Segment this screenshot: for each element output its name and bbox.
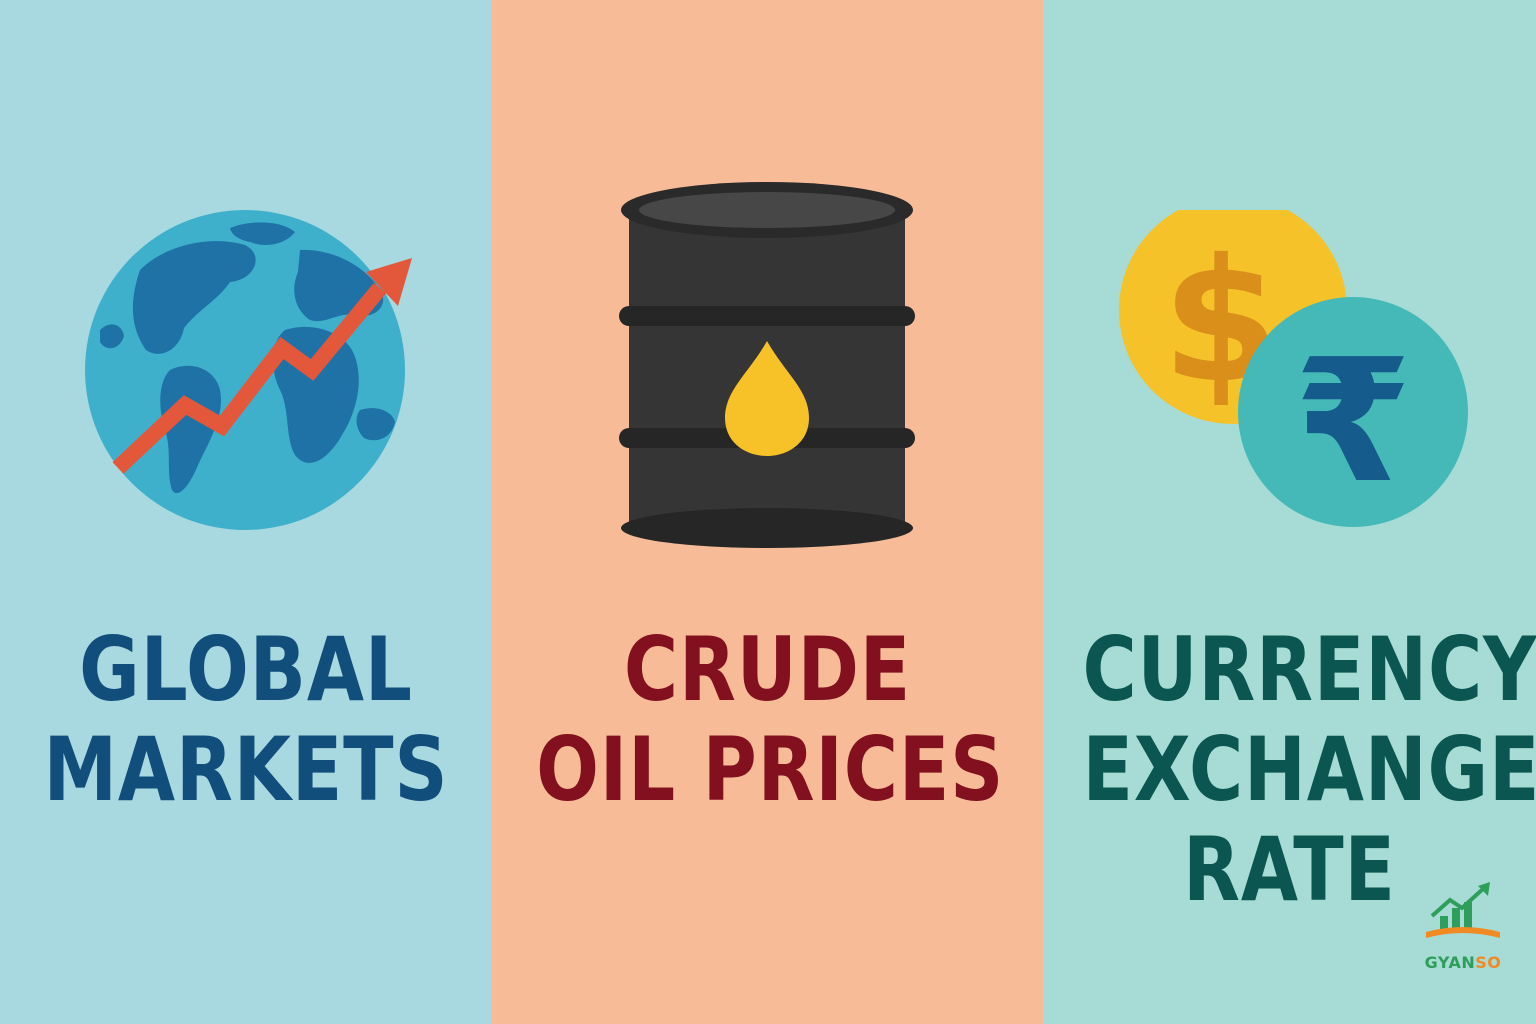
gyanso-logo: GYANSO: [1418, 882, 1508, 972]
logo-text-part2: SO: [1475, 953, 1502, 972]
global-markets-title: GLOBAL MARKETS: [39, 620, 452, 820]
globe-with-rising-arrow-icon: [80, 210, 430, 540]
title-line: RATE: [1183, 818, 1396, 921]
logo-wordmark: GYANSO: [1418, 953, 1508, 972]
title-line: GLOBAL: [79, 618, 413, 721]
rupee-symbol: ₹: [1294, 323, 1412, 521]
currency-title: CURRENCY EXCHANGE RATE: [1082, 618, 1536, 921]
title-line: EXCHANGE: [1082, 718, 1536, 821]
oil-barrel-icon: [617, 178, 917, 553]
panel-crude-oil: CRUDE OIL PRICES: [492, 0, 1043, 1024]
panel-global-markets: GLOBAL MARKETS: [0, 0, 492, 1024]
title-line: MARKETS: [43, 718, 449, 821]
title-line: CURRENCY: [1082, 618, 1536, 721]
growth-book-logo-icon: [1426, 882, 1500, 938]
title-line: OIL PRICES: [536, 718, 1005, 821]
panel-currency: $ ₹ CURRENCY EXCHANGE RATE GYANSO: [1043, 0, 1536, 1024]
logo-text-part1: GYAN: [1424, 953, 1476, 972]
dollar-rupee-coins-icon: $ ₹: [1113, 196, 1473, 535]
crude-oil-title: CRUDE OIL PRICES: [536, 618, 1005, 821]
title-line: CRUDE: [623, 618, 912, 721]
